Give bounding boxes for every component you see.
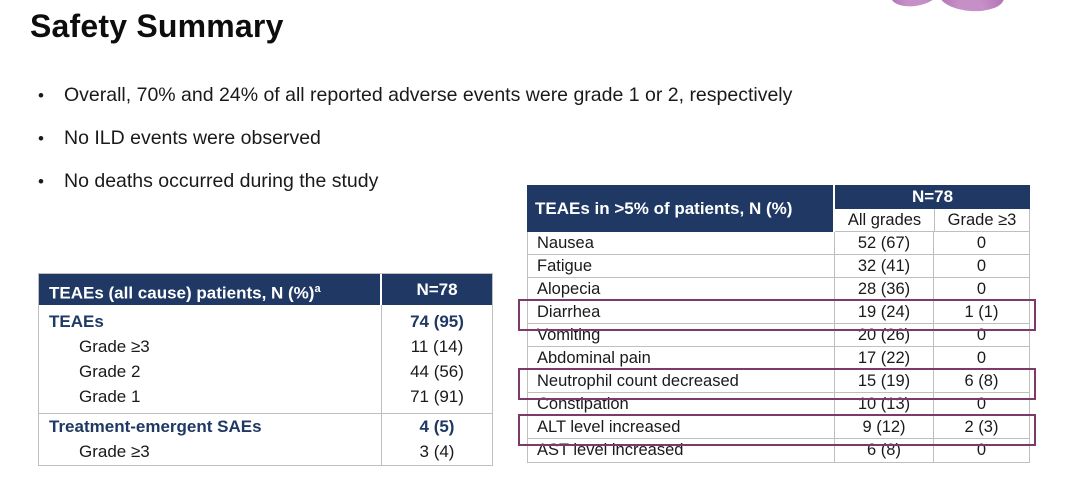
logo-petal-right-icon (938, 0, 1005, 14)
table-row: Constipation 10 (13) 0 (528, 393, 1029, 416)
table-header-label: TEAEs (all cause) patients, N (%)a (39, 274, 382, 305)
table-row: Abdominal pain 17 (22) 0 (528, 347, 1029, 370)
ae-label: AST level increased (528, 439, 835, 462)
logo-petal-left-icon (889, 0, 940, 10)
ae-all-grades: 10 (13) (835, 393, 934, 415)
row-label: Grade ≥3 (79, 337, 150, 356)
header-label-text: TEAEs (all cause) patients, N (%) (49, 283, 315, 303)
ae-grade-ge3: 6 (8) (964, 372, 999, 390)
row-value: 3 (4) (419, 442, 455, 461)
row-label: Grade ≥3 (79, 442, 150, 461)
ae-label: Fatigue (528, 255, 835, 277)
ae-grade-ge3: 0 (976, 395, 987, 413)
ae-label: Nausea (528, 232, 835, 254)
table-row: Fatigue 32 (41) 0 (528, 255, 1029, 278)
ae-all-grades: 15 (19) (835, 370, 934, 392)
bullet-item: • No ILD events were observed (38, 127, 998, 150)
table-row: TEAEs 74 (95) (39, 309, 492, 334)
ae-grade-ge3: 0 (976, 280, 987, 298)
table-header-columns: N=78 All grades Grade ≥3 (835, 185, 1030, 232)
ae-grade-ge3: 0 (976, 441, 987, 459)
ae-all-grades: 20 (26) (835, 324, 934, 346)
ae-grade-ge3: 0 (976, 257, 987, 275)
row-value: 11 (14) (410, 337, 464, 356)
ae-all-grades: 17 (22) (835, 347, 934, 369)
header-footnote-marker: a (314, 283, 321, 295)
table-row: Grade ≥3 11 (14) (39, 334, 492, 359)
bullet-text: No ILD events were observed (64, 127, 321, 149)
ae-label: ALT level increased (528, 416, 835, 438)
table-header-n: N=78 (416, 280, 458, 299)
column-header-grade-ge3: Grade ≥3 (947, 211, 1017, 229)
ae-label: Abdominal pain (528, 347, 835, 369)
bullet-text: No deaths occurred during the study (64, 170, 379, 192)
ae-label: Vomiting (528, 324, 835, 346)
bullet-icon: • (38, 129, 44, 148)
table-row: Nausea 52 (67) 0 (528, 232, 1029, 255)
table-row: Vomiting 20 (26) 0 (528, 324, 1029, 347)
table-body: Nausea 52 (67) 0 Fatigue 32 (41) 0 Alope… (527, 232, 1030, 463)
ae-all-grades: 6 (8) (835, 439, 934, 462)
bullet-icon: • (38, 172, 44, 191)
ae-all-grades: 32 (41) (835, 255, 934, 277)
table-row: Grade 2 44 (56) (39, 359, 492, 384)
teae-group: TEAEs 74 (95) Grade ≥3 11 (14) Grade 2 4… (39, 305, 492, 413)
table-row: Grade ≥3 3 (4) (39, 439, 492, 464)
row-label: Treatment-emergent SAEs (49, 417, 262, 436)
row-value: 74 (95) (410, 312, 464, 331)
table-row-highlighted: Diarrhea 19 (24) 1 (1) (528, 301, 1029, 324)
ae-all-grades: 28 (36) (835, 278, 934, 300)
ae-label: Diarrhea (528, 301, 835, 323)
ae-grade-ge3: 2 (3) (964, 418, 999, 436)
row-label: Grade 2 (79, 362, 141, 381)
ae-grade-ge3: 1 (1) (964, 303, 999, 321)
table-row-highlighted: ALT level increased 9 (12) 2 (3) (528, 416, 1029, 439)
table-header-n: N=78 (835, 185, 1030, 209)
table-body: TEAEs 74 (95) Grade ≥3 11 (14) Grade 2 4… (39, 305, 492, 465)
row-value: 4 (5) (419, 417, 455, 436)
ae-grade-ge3: 0 (976, 326, 987, 344)
bullet-list: • Overall, 70% and 24% of all reported a… (38, 84, 998, 213)
bullet-item: • No deaths occurred during the study (38, 170, 998, 193)
table-row-highlighted: Neutrophil count decreased 15 (19) 6 (8) (528, 370, 1029, 393)
table-header-label: TEAEs in >5% of patients, N (%) (527, 185, 835, 232)
ae-label: Neutrophil count decreased (528, 370, 835, 392)
teae-all-cause-table: TEAEs (all cause) patients, N (%)a N=78 … (38, 273, 493, 466)
teae-frequency-table: TEAEs in >5% of patients, N (%) N=78 All… (518, 185, 1036, 463)
row-value: 71 (91) (410, 387, 464, 406)
page-title: Safety Summary (30, 8, 284, 44)
table-row: Alopecia 28 (36) 0 (528, 278, 1029, 301)
ae-grade-ge3: 0 (976, 349, 987, 367)
table-row: Grade 1 71 (91) (39, 384, 492, 409)
ae-grade-ge3: 0 (976, 234, 987, 252)
bullet-text: Overall, 70% and 24% of all reported adv… (64, 84, 793, 106)
sae-group: Treatment-emergent SAEs 4 (5) Grade ≥3 3… (39, 413, 492, 465)
bullet-icon: • (38, 86, 44, 105)
ae-all-grades: 52 (67) (835, 232, 934, 254)
table-subheader-row: All grades Grade ≥3 (835, 209, 1030, 232)
bullet-item: • Overall, 70% and 24% of all reported a… (38, 84, 998, 107)
ae-label: Alopecia (528, 278, 835, 300)
table-header-row: TEAEs (all cause) patients, N (%)a N=78 (39, 274, 492, 305)
table-header-row: TEAEs in >5% of patients, N (%) N=78 All… (527, 185, 1030, 232)
table-row: AST level increased 6 (8) 0 (528, 439, 1029, 462)
column-header-all-grades: All grades (835, 209, 935, 231)
ae-label: Constipation (528, 393, 835, 415)
row-value: 44 (56) (410, 362, 464, 381)
row-label: TEAEs (49, 312, 104, 331)
ae-all-grades: 9 (12) (835, 416, 934, 438)
table-row: Treatment-emergent SAEs 4 (5) (39, 414, 492, 439)
row-label: Grade 1 (79, 387, 141, 406)
ae-all-grades: 19 (24) (835, 301, 934, 323)
